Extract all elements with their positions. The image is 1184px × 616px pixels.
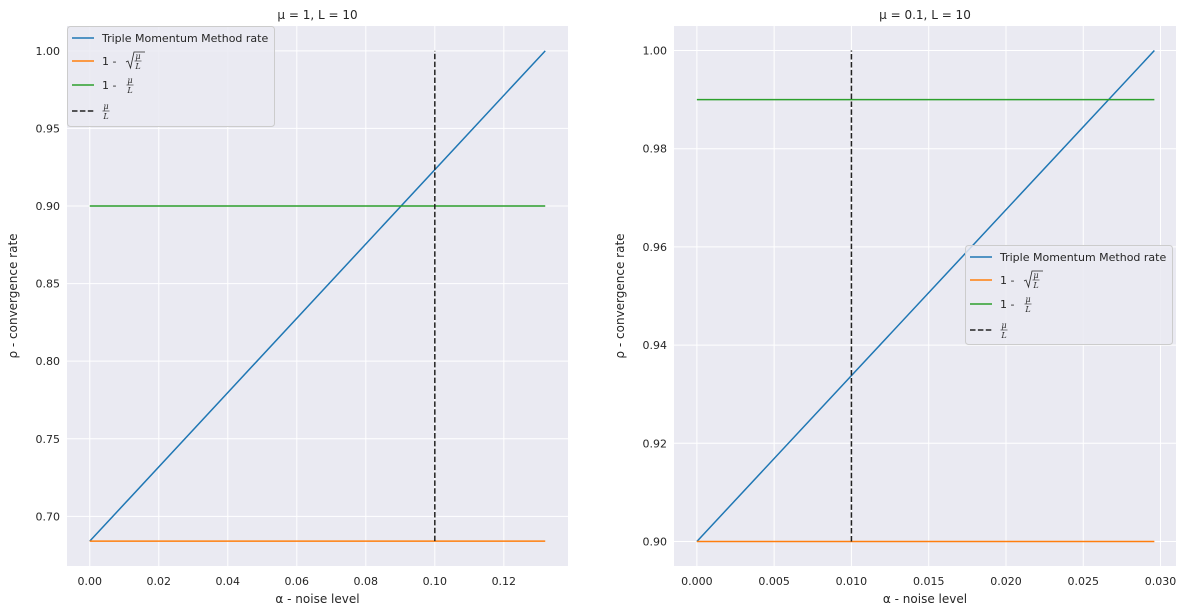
legend-label-prefix: 1 - [1000, 274, 1014, 287]
legend-label: Triple Momentum Method rate [999, 251, 1166, 264]
x-tick-label: 0.00 [78, 575, 103, 588]
y-tick-label: 0.90 [643, 535, 668, 548]
x-tick-label: 0.005 [758, 575, 790, 588]
legend-frac-num: μ [1025, 295, 1030, 304]
legend-frac-num: μ [1033, 271, 1038, 280]
y-tick-label: 0.92 [643, 437, 668, 450]
y-tick-label: 0.75 [36, 433, 61, 446]
chart-panel-1: 0.00 0.02 0.04 0.06 0.08 0.10 0.12 0.70 0.75 0.80… [6, 8, 568, 606]
legend-frac-num: μ [103, 102, 108, 111]
x-tick-label: 0.02 [147, 575, 172, 588]
legend-box [965, 245, 1173, 345]
y-axis-label: ρ - convergence rate [613, 233, 627, 358]
y-tick-label: 0.85 [36, 278, 61, 291]
legend-label: Triple Momentum Method rate [101, 32, 268, 45]
legend-frac-den: L [102, 112, 108, 121]
x-tick-label: 0.015 [913, 575, 945, 588]
legend-box [67, 26, 275, 127]
legend-frac-num: μ [135, 52, 140, 61]
y-tick-label: 0.96 [643, 241, 668, 254]
legend-frac-den: L [134, 62, 140, 71]
y-tick-label: 0.95 [36, 122, 61, 135]
x-tick-label: 0.06 [285, 575, 310, 588]
x-axis-label: α - noise level [883, 592, 967, 606]
x-tick-label: 0.020 [990, 575, 1022, 588]
y-tick-label: 0.98 [643, 143, 668, 156]
legend-label-prefix: 1 - [102, 79, 116, 92]
y-tick-label: 1.00 [36, 45, 61, 58]
x-tick-label: 0.08 [354, 575, 379, 588]
x-tick-label: 0.030 [1145, 575, 1177, 588]
legend-frac-num: μ [1001, 321, 1006, 330]
legend-frac-den: L [1000, 331, 1006, 340]
y-tick-label: 1.00 [643, 45, 668, 58]
legend-frac-den: L [1032, 281, 1038, 290]
sqrt-sign [1023, 270, 1043, 289]
x-tick-label: 0.12 [492, 575, 517, 588]
x-tick-label: 0.025 [1068, 575, 1100, 588]
legend-frac-den: L [1024, 305, 1030, 314]
y-tick-label: 0.94 [643, 339, 668, 352]
y-tick-label: 0.80 [36, 355, 61, 368]
x-tick-label: 0.000 [681, 575, 713, 588]
chart-panel-2: 0.000 0.005 0.010 0.015 0.020 0.025 0.030 0.90 0… [613, 8, 1176, 606]
sqrt-sign [125, 51, 145, 70]
y-axis-label: ρ - convergence rate [6, 233, 20, 358]
series-line-1 [696, 50, 1155, 542]
x-tick-label: 0.010 [836, 575, 868, 588]
legend-label-prefix: 1 - [1000, 298, 1014, 311]
x-tick-label: 0.10 [423, 575, 448, 588]
y-tick-label: 0.90 [36, 200, 61, 213]
chart-title: μ = 1, L = 10 [277, 8, 357, 22]
legend-label-prefix: 1 - [102, 55, 116, 68]
legend-frac-den: L [126, 86, 132, 95]
chart-title: μ = 0.1, L = 10 [879, 8, 971, 22]
legend-frac-num: μ [127, 76, 132, 85]
y-tick-label: 0.70 [36, 510, 61, 523]
x-axis-label: α - noise level [275, 592, 359, 606]
series-line-1 [89, 50, 546, 542]
x-tick-label: 0.04 [216, 575, 241, 588]
